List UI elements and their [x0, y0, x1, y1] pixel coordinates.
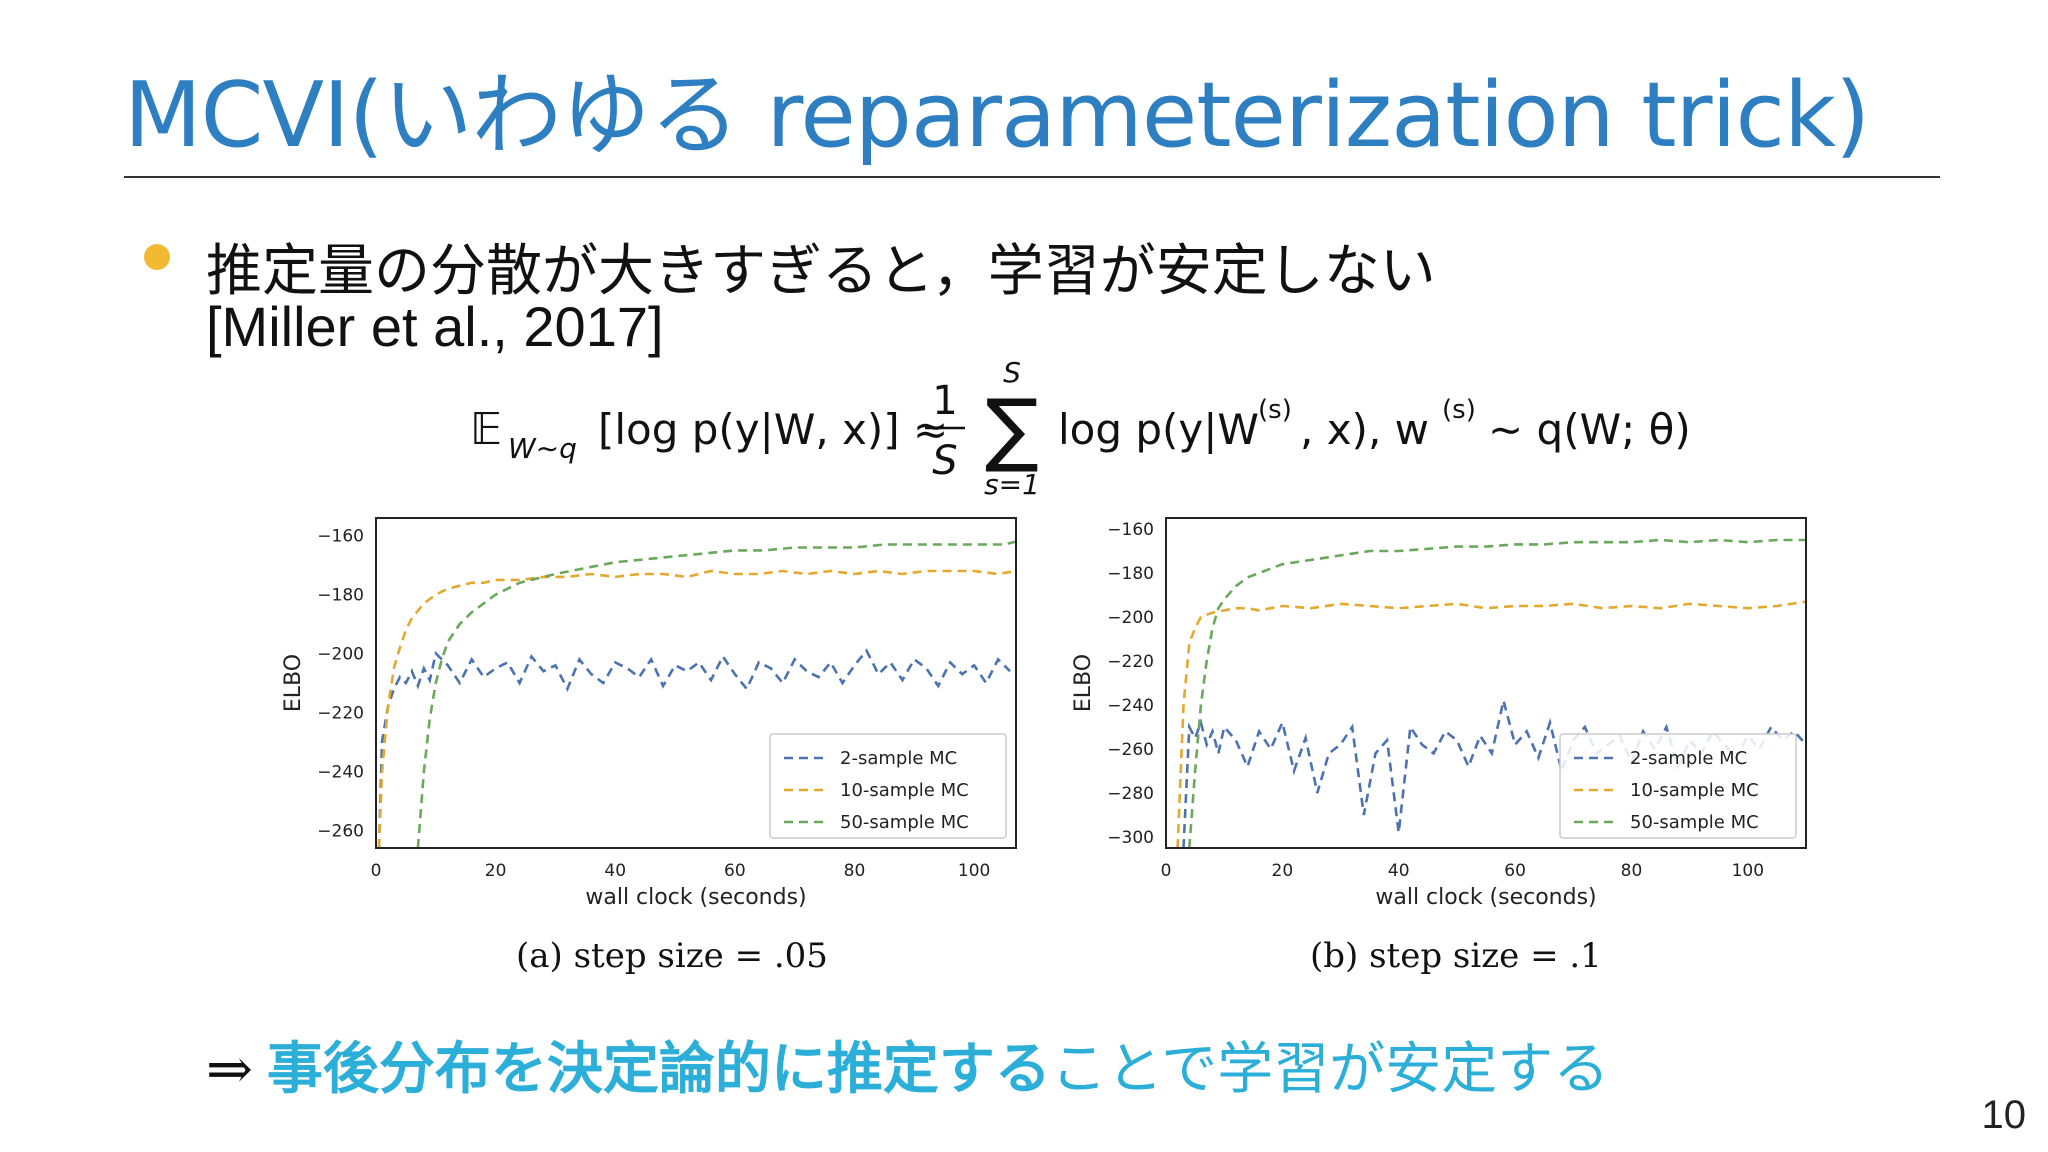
formula-rhs-b: , x), w [1300, 405, 1429, 454]
y-axis-label: ELBO [281, 654, 306, 712]
y-tick-label: −280 [1107, 784, 1154, 804]
formula-expectation-subscript: W∼q [508, 432, 577, 465]
legend-entry: 50-sample MC [840, 812, 969, 833]
y-tick-label: −300 [1107, 828, 1154, 848]
elbo-estimator-formula: 𝔼 W∼q [log p(y|W, x)] ≈ 1 S S ∑ s=1 log … [470, 356, 1691, 501]
series-line-3 [1188, 538, 1806, 848]
legend-entry: 10-sample MC [1630, 780, 1759, 801]
chart-step-01: 0 20 40 60 80 100 −160 −180 −200 −220 −240 −260 −280… [1071, 517, 1807, 910]
x-tick-label: 80 [1621, 861, 1643, 881]
y-axis-label: ELBO [1071, 654, 1096, 712]
legend-entry: 50-sample MC [1630, 812, 1759, 833]
x-tick-label: 100 [958, 861, 990, 881]
conclusion: ⇒ 事後分布を決定論的に推定することで学習が安定する [206, 1024, 1609, 1105]
y-tick-label: −260 [317, 821, 364, 841]
formula-frac-num: 1 [932, 378, 957, 424]
bullet-dot-icon [144, 244, 170, 270]
formula-expectation: 𝔼 [470, 404, 502, 455]
plot-frame [1165, 517, 1807, 849]
formula-lhs: [log p(y|W, x)] ≈ [598, 405, 948, 454]
x-axis-label: wall clock (seconds) [585, 885, 806, 910]
series-line-1 [377, 648, 1011, 848]
y-tick-label: −200 [1107, 608, 1154, 628]
formula-rhs-a: log p(y|W [1058, 405, 1259, 454]
page-number: 10 [1981, 1093, 2027, 1137]
y-tick-label: −180 [1107, 564, 1154, 584]
legend-entry: 10-sample MC [840, 780, 969, 801]
x-tick-label: 100 [1732, 861, 1764, 881]
y-tick-label: −200 [317, 645, 364, 665]
series-line-2 [377, 569, 1016, 848]
x-tick-label: 80 [844, 861, 866, 881]
formula-sum-sign: ∑ [985, 382, 1039, 475]
implies-arrow: ⇒ [206, 1037, 253, 1102]
legend-entry: 2-sample MC [840, 748, 957, 769]
x-tick-label: 0 [371, 861, 382, 881]
x-tick-label: 60 [724, 861, 746, 881]
x-tick-label: 60 [1504, 861, 1526, 881]
y-tick-label: −220 [1107, 652, 1154, 672]
bullet-citation: [Miller et al., 2017] [206, 295, 664, 358]
x-tick-label: 0 [1161, 861, 1172, 881]
chart-step-005: 0 20 40 60 80 100 −160 −180 −200 −220 −240 −260 wall… [281, 517, 1017, 910]
plot-frame [375, 517, 1017, 849]
x-tick-label: 20 [485, 861, 507, 881]
title-divider [124, 176, 1940, 178]
legend-entry: 2-sample MC [1630, 748, 1747, 769]
y-tick-label: −260 [1107, 740, 1154, 760]
formula-sum-top: S [1003, 356, 1021, 389]
x-tick-label: 40 [604, 861, 626, 881]
x-tick-label: 20 [1272, 861, 1294, 881]
legend-box [1559, 733, 1797, 839]
legend-box [769, 733, 1007, 839]
y-tick-label: −240 [317, 762, 364, 782]
x-tick-label: 40 [1388, 861, 1410, 881]
y-tick-label: −160 [317, 527, 364, 547]
formula-sum-bottom: s=1 [984, 468, 1040, 501]
conclusion-rest: ことで学習が安定する [1050, 1037, 1610, 1102]
x-axis-label: wall clock (seconds) [1375, 885, 1596, 910]
bullet-text: 推定量の分散が大きすぎると，学習が安定しない [206, 239, 1436, 304]
y-tick-label: −160 [1107, 520, 1154, 540]
caption-a: (a) step size = .05 [516, 936, 828, 976]
formula-frac-den: S [932, 438, 957, 484]
series-line-2 [1176, 600, 1806, 848]
formula-rhs-c: ∼ q(W; θ) [1488, 405, 1691, 454]
formula-rhs-sup1: (s) [1258, 395, 1292, 425]
y-tick-label: −180 [317, 586, 364, 606]
formula-rhs-sup2: (s) [1442, 395, 1476, 425]
slide-title: MCVI(いわゆる reparameterization trick) [124, 63, 1870, 168]
caption-b: (b) step size = .1 [1310, 936, 1602, 976]
y-tick-label: −240 [1107, 696, 1154, 716]
y-tick-label: −220 [317, 703, 364, 723]
conclusion-emphasis: 事後分布を決定論的に推定する [266, 1037, 1051, 1102]
